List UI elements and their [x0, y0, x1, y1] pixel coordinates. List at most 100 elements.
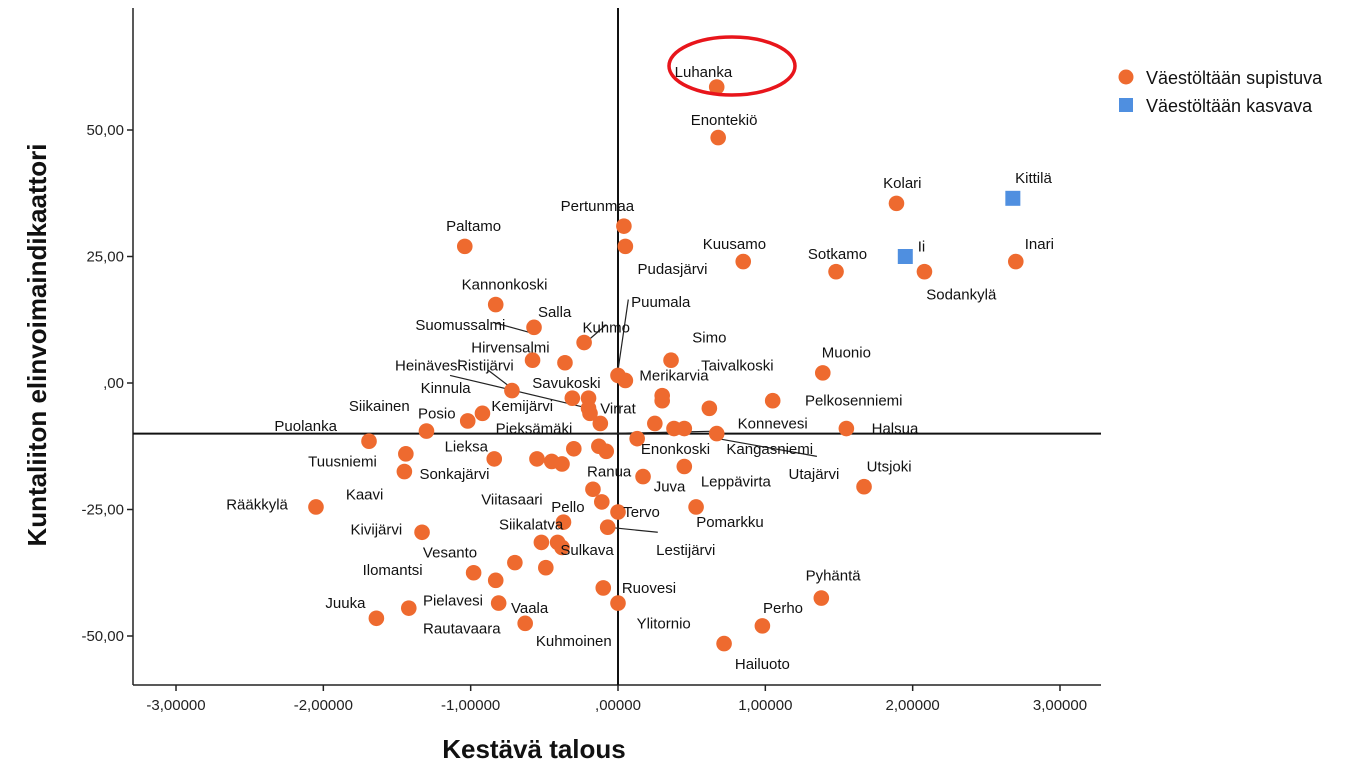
point-luhanka: [708, 79, 725, 95]
label-pieksamaki: Pieksämäki: [496, 421, 573, 438]
x-tick-label: 1,00000: [738, 697, 792, 714]
label-virrat: Virrat: [600, 400, 636, 417]
label-kemijarvi: Kemijärvi: [491, 398, 553, 415]
y-tick-label: ,00: [103, 375, 124, 392]
label-leppavirta: Leppävirta: [701, 474, 772, 491]
point-vesanto-3: [538, 559, 554, 576]
point-halsua: [838, 420, 855, 437]
label-kuhmoinen: Kuhmoinen: [536, 633, 612, 650]
point-pieksamaki-2: [529, 451, 545, 467]
label-paltamo: Paltamo: [446, 218, 501, 235]
point-pudasjarvi: [617, 238, 634, 255]
point-sotkamo: [828, 263, 844, 280]
label-rautavaara: Rautavaara: [423, 620, 501, 637]
label-viitasaari: Viitasaari: [481, 491, 542, 508]
x-ticks: -3,00000 -2,00000 -1,00000 ,00000 1,00000 2,0…: [146, 685, 1087, 714]
label-sodankyla: Sodankylä: [926, 286, 997, 303]
point-ilomantsi-2: [487, 572, 504, 589]
label-ruovesi: Ruovesi: [622, 580, 676, 597]
y-tick-label: 25,00: [86, 249, 124, 266]
point-ranua: [635, 468, 651, 485]
y-axis-title: Kuntaliiton elinvoimaindikaattori: [22, 143, 52, 546]
point-posio: [418, 423, 435, 439]
point-enontekio: [710, 129, 726, 146]
label-simo: Simo: [692, 329, 726, 346]
point-paltamo: [456, 238, 473, 255]
label-enontekio: Enontekiö: [691, 112, 758, 129]
label-sulkava: Sulkava: [560, 542, 614, 559]
label-pertunmaa: Pertunmaa: [561, 198, 635, 215]
label-lestijarvi: Lestijärvi: [656, 542, 715, 559]
label-pudasjarvi: Pudasjärvi: [637, 261, 707, 278]
label-kaavi: Kaavi: [346, 486, 384, 503]
point-virrat: [582, 405, 598, 422]
point-juuka: [368, 610, 385, 627]
legend-label-kasvava: Väestöltään kasvava: [1146, 96, 1313, 116]
legend-marker-square: [1119, 98, 1133, 112]
label-siikalatva: Siikalatva: [499, 517, 564, 534]
point-siikainen: [474, 405, 491, 422]
point-kinnula: [459, 413, 476, 429]
label-heinavesi: Heinävesi: [395, 357, 461, 374]
luhanka-highlight-ellipse: [667, 35, 797, 97]
point-pieksamaki-4: [554, 456, 570, 472]
point-hirvensalmi: [557, 354, 573, 371]
label-pello: Pello: [551, 499, 584, 516]
label-puolanka: Puolanka: [274, 418, 337, 435]
point-merikarvia: [617, 372, 634, 389]
label-hailuoto: Hailuoto: [735, 656, 790, 673]
point-kangasniemi-1: [708, 425, 725, 442]
label-savukoski: Savukoski: [532, 375, 600, 392]
label-tervo: Tervo: [623, 504, 660, 521]
point-ristijarvi: [564, 390, 581, 406]
point-utsjoki: [856, 478, 872, 495]
point-pieksamaki: [592, 415, 609, 432]
label-lieksa: Lieksa: [445, 438, 489, 455]
point-viitasaari: [585, 481, 601, 498]
x-axis-title: Kestävä talous: [442, 734, 626, 764]
label-kuusamo: Kuusamo: [703, 236, 766, 253]
label-kinnula: Kinnula: [421, 380, 472, 397]
point-vesanto-2: [507, 554, 523, 571]
x-tick-label: 2,00000: [886, 697, 940, 714]
y-tick-label: -50,00: [81, 628, 124, 645]
point-pelkosenniemi: [764, 392, 781, 409]
leader-line: [492, 321, 530, 333]
point-pello: [593, 494, 610, 510]
point-sodankyla: [916, 263, 933, 280]
label-ranua: Ranua: [587, 464, 632, 481]
label-raakkyla: Rääkkylä: [226, 496, 288, 513]
point-heinavesi: [504, 382, 520, 399]
label-ii: Ii: [918, 238, 926, 255]
x-tick-label: ,00000: [595, 697, 641, 714]
label-kuhmo: Kuhmo: [582, 319, 630, 336]
point-perho: [754, 618, 771, 634]
legend-label-supistuva: Väestöltään supistuva: [1146, 68, 1323, 88]
x-tick-label: 3,00000: [1033, 697, 1087, 714]
label-enonkoski: Enonkoski: [641, 441, 710, 458]
x-tick-label: -2,00000: [294, 697, 353, 714]
leader-line: [603, 430, 722, 435]
label-luhanka: Luhanka: [675, 64, 733, 81]
label-merikarvia: Merikarvia: [639, 367, 709, 384]
point-konnevesi-1: [647, 415, 663, 432]
point-siikalatva: [555, 514, 572, 530]
point-vesanto: [533, 534, 550, 551]
point-vaala: [490, 595, 507, 611]
point-enonkoski: [629, 430, 645, 447]
point-lieksa: [486, 451, 503, 467]
label-kivijarvi: Kivijärvi: [351, 522, 403, 539]
label-taivalkoski: Taivalkoski: [701, 357, 774, 374]
label-hirvensalmi: Hirvensalmi: [471, 340, 549, 357]
point-pyhanta: [813, 590, 830, 606]
point-sulkava: [554, 539, 570, 556]
label-puumala: Puumala: [631, 294, 691, 311]
point-pertunmaa: [616, 218, 632, 234]
legend-marker-circle: [1118, 69, 1134, 85]
label-sotkamo: Sotkamo: [808, 246, 867, 263]
point-kuhmo: [576, 334, 592, 351]
point-sonkajarvi: [396, 463, 413, 480]
label-siikainen: Siikainen: [349, 398, 410, 415]
